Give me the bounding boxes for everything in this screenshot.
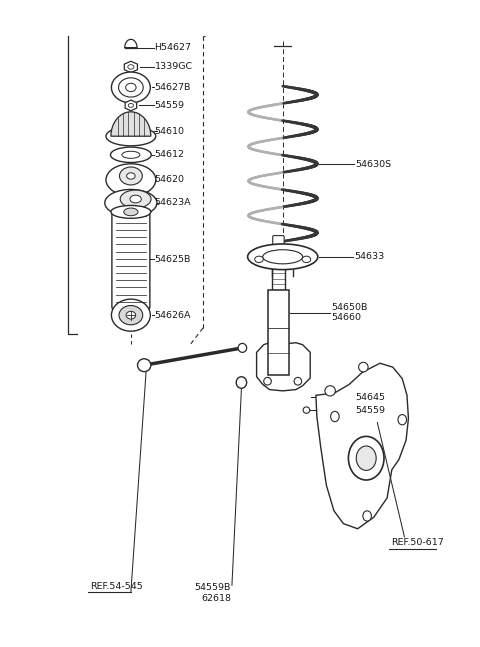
Text: 54645: 54645 [355, 393, 385, 402]
Text: 54630S: 54630S [355, 160, 391, 169]
Text: 54612: 54612 [155, 150, 185, 159]
Ellipse shape [398, 415, 407, 425]
Ellipse shape [120, 190, 151, 208]
Ellipse shape [127, 173, 135, 179]
Polygon shape [257, 343, 310, 391]
Text: 1339GC: 1339GC [155, 62, 193, 71]
Ellipse shape [356, 446, 376, 470]
Ellipse shape [122, 151, 140, 159]
Ellipse shape [348, 436, 384, 480]
Ellipse shape [105, 190, 157, 216]
Ellipse shape [130, 195, 141, 203]
Polygon shape [111, 112, 151, 137]
Ellipse shape [248, 244, 318, 270]
Ellipse shape [359, 362, 368, 372]
Text: 54650B: 54650B [331, 303, 368, 312]
Ellipse shape [111, 72, 150, 103]
Text: 54610: 54610 [155, 127, 185, 136]
Ellipse shape [137, 359, 151, 371]
Polygon shape [316, 363, 408, 529]
Text: 54660: 54660 [331, 313, 361, 322]
Polygon shape [125, 100, 137, 111]
Bar [272, 245, 285, 289]
Ellipse shape [331, 411, 339, 422]
Ellipse shape [303, 407, 310, 413]
Ellipse shape [119, 78, 143, 97]
Ellipse shape [325, 386, 336, 396]
Text: 54627B: 54627B [155, 83, 191, 92]
Ellipse shape [363, 510, 372, 521]
Ellipse shape [120, 167, 142, 185]
Text: 54559: 54559 [355, 406, 385, 415]
Ellipse shape [106, 127, 156, 146]
Ellipse shape [294, 377, 301, 385]
Polygon shape [125, 39, 137, 48]
Ellipse shape [110, 147, 151, 162]
Text: 54623A: 54623A [155, 199, 191, 208]
Text: 54559: 54559 [155, 101, 185, 110]
Text: 54620: 54620 [155, 175, 185, 184]
Ellipse shape [126, 311, 136, 319]
Polygon shape [124, 61, 137, 72]
Ellipse shape [126, 83, 136, 92]
Text: 54626A: 54626A [155, 311, 191, 320]
FancyBboxPatch shape [273, 236, 284, 246]
Ellipse shape [106, 164, 156, 196]
Bar [267, 289, 289, 375]
Ellipse shape [255, 256, 263, 263]
Ellipse shape [119, 305, 143, 325]
Ellipse shape [128, 65, 134, 69]
Text: REF.50-617: REF.50-617 [391, 538, 444, 547]
Text: H54627: H54627 [155, 43, 192, 52]
Ellipse shape [124, 208, 138, 215]
Text: 54625B: 54625B [155, 255, 191, 264]
Ellipse shape [111, 206, 151, 218]
Ellipse shape [264, 377, 271, 385]
Ellipse shape [236, 377, 247, 388]
Ellipse shape [111, 299, 150, 331]
Text: REF.54-545: REF.54-545 [91, 582, 144, 591]
Ellipse shape [263, 250, 302, 264]
Ellipse shape [302, 256, 311, 263]
Ellipse shape [238, 344, 247, 353]
Text: 54559B: 54559B [194, 584, 231, 592]
Ellipse shape [128, 104, 133, 107]
FancyBboxPatch shape [112, 210, 150, 309]
Text: 62618: 62618 [201, 593, 231, 602]
Text: 54633: 54633 [354, 252, 384, 261]
